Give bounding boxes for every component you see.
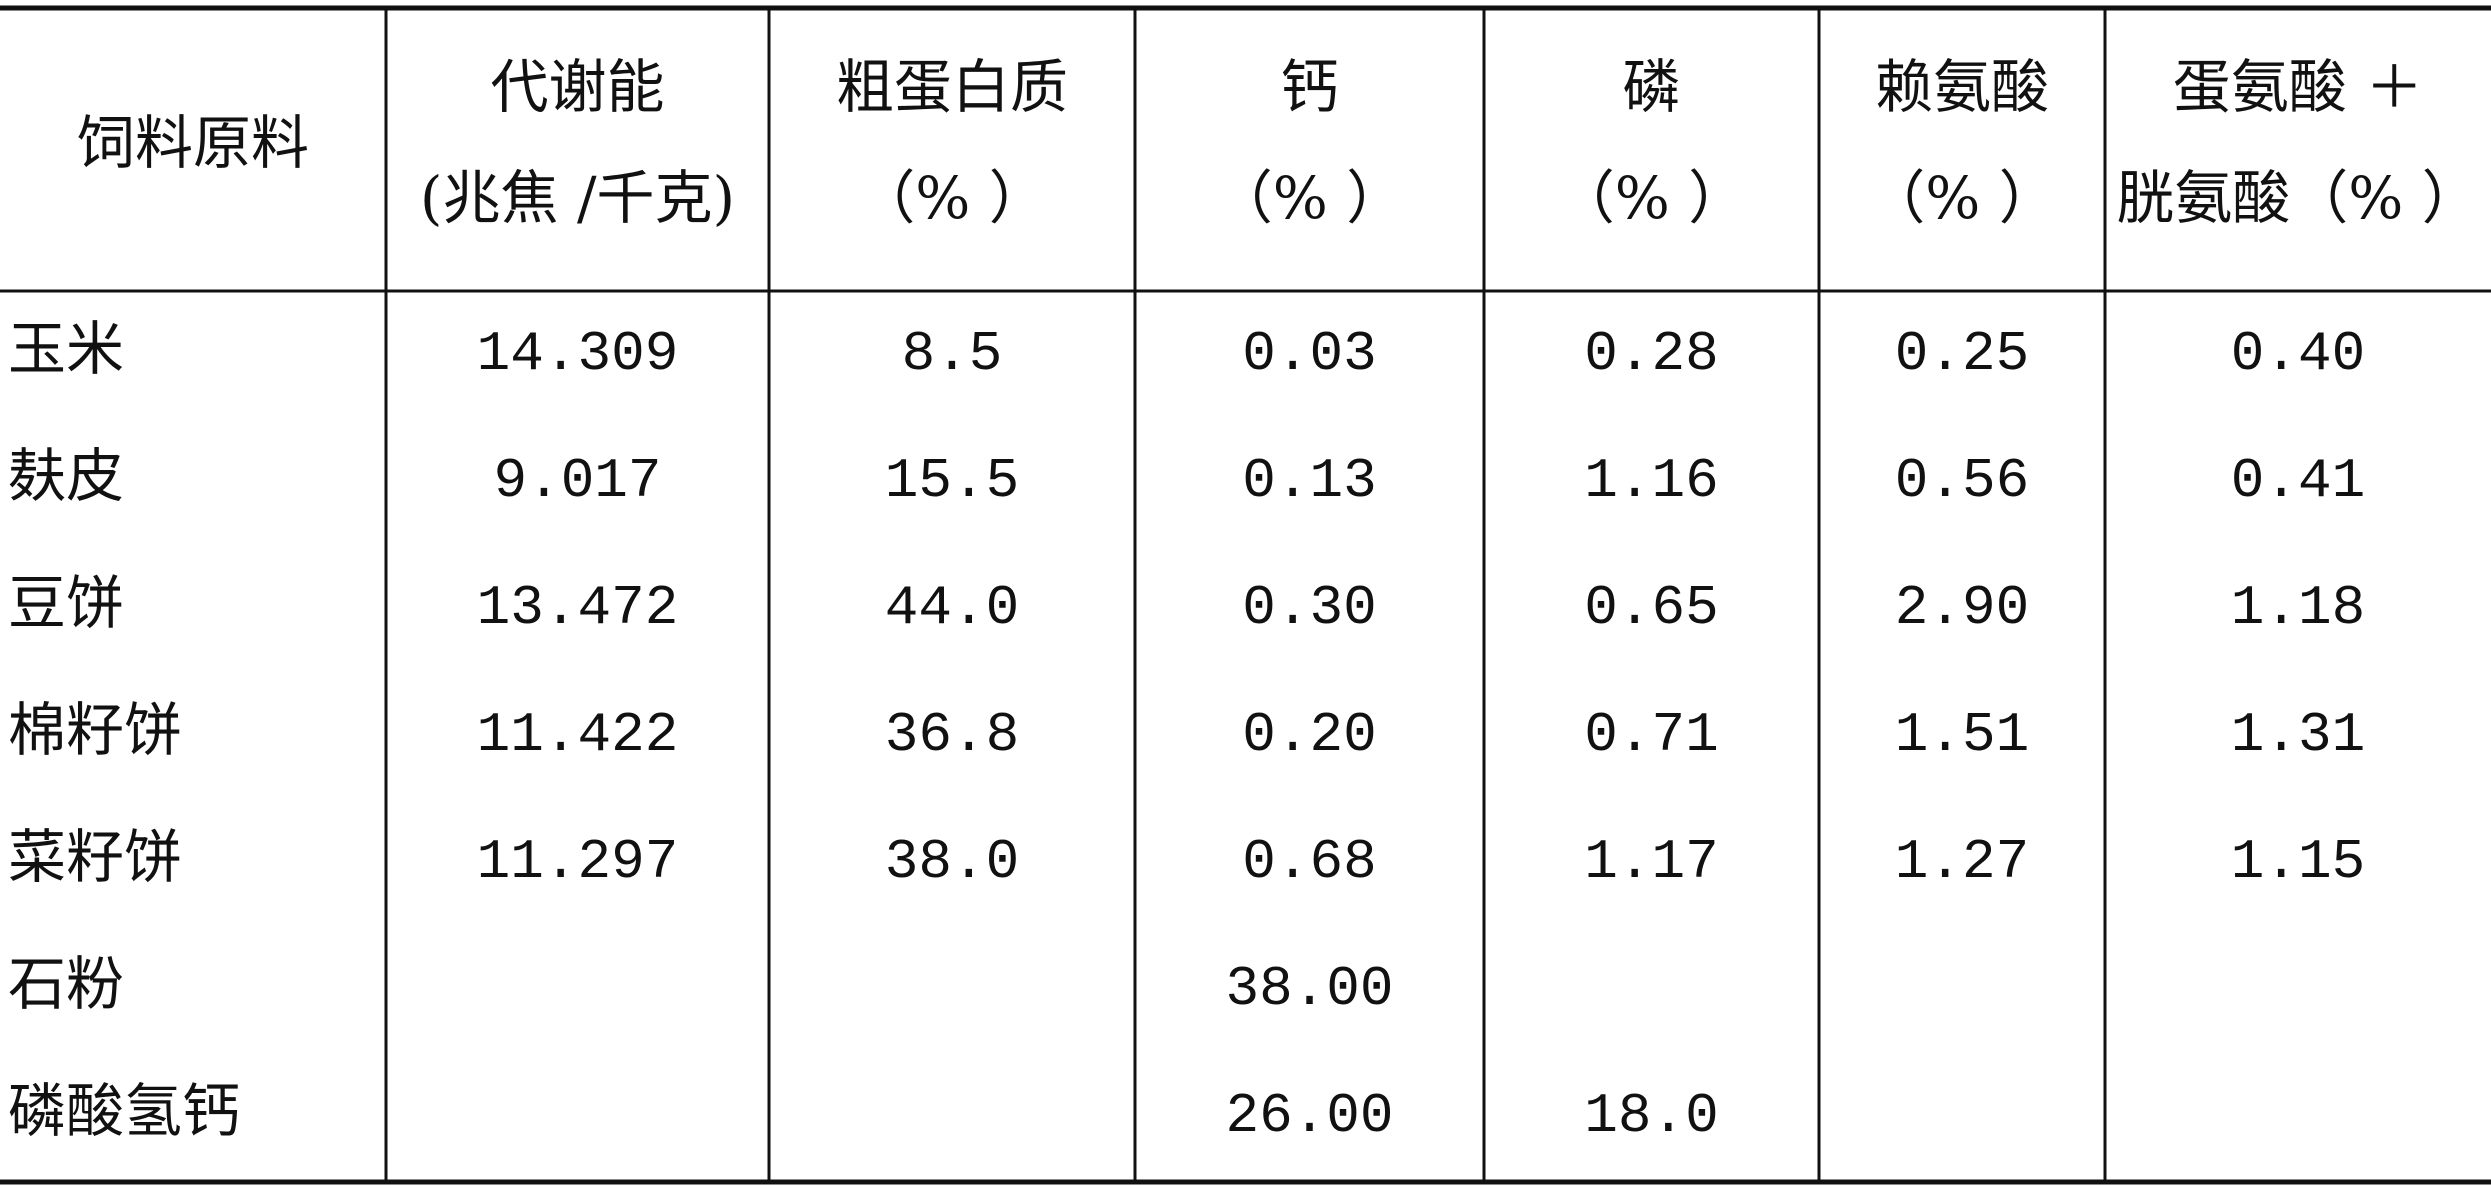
header-cell: （% ）: [1867, 164, 2057, 232]
cell: 0.28: [1584, 322, 1718, 386]
header-cell: （% ）: [857, 164, 1047, 232]
cell: 0.41: [2231, 449, 2365, 513]
cell: 1.31: [2231, 703, 2365, 767]
cell: 1.15: [2231, 830, 2365, 894]
header-cell: 饲料原料: [77, 109, 309, 177]
row-label: 磷酸氢钙: [8, 1077, 240, 1145]
cell: 0.40: [2231, 322, 2365, 386]
row-label: 麸皮: [8, 442, 124, 510]
cell: 18.0: [1584, 1084, 1718, 1148]
header-cell: 代谢能: [490, 53, 664, 121]
cell: 2.90: [1895, 576, 2029, 640]
cell: 13.472: [477, 576, 679, 640]
cell: 0.71: [1584, 703, 1718, 767]
cell: 0.25: [1895, 322, 2029, 386]
row-label: 石粉: [8, 950, 124, 1018]
cell: 0.30: [1242, 576, 1376, 640]
cell: 9.017: [493, 449, 661, 513]
header-cell: 胱氨酸（% ）: [2116, 164, 2480, 232]
cell: 15.5: [885, 449, 1019, 513]
header-cell: (兆焦 /千克): [420, 164, 735, 232]
cell: 0.20: [1242, 703, 1376, 767]
cell: 0.13: [1242, 449, 1376, 513]
cell: 36.8: [885, 703, 1019, 767]
cell: 1.17: [1584, 830, 1718, 894]
cell: 38.00: [1225, 957, 1393, 1021]
cell: 11.422: [477, 703, 679, 767]
cell: 1.16: [1584, 449, 1718, 513]
cell: 26.00: [1225, 1084, 1393, 1148]
cell: 0.65: [1584, 576, 1718, 640]
header-cell: 蛋氨酸 ＋: [2173, 53, 2423, 121]
cell: 1.18: [2231, 576, 2365, 640]
header-cell: （% ）: [1215, 164, 1405, 232]
header-cell: 磷: [1622, 53, 1680, 121]
cell: 8.5: [902, 322, 1003, 386]
header-cell: 赖氨酸: [1875, 53, 2049, 121]
row-label: 棉籽饼: [8, 696, 182, 764]
cell: 1.51: [1895, 703, 2029, 767]
header-cell: （% ）: [1557, 164, 1747, 232]
row-label: 菜籽饼: [8, 823, 182, 891]
header-cell: 粗蛋白质: [836, 53, 1068, 121]
cell: 1.27: [1895, 830, 2029, 894]
cell: 0.68: [1242, 830, 1376, 894]
cell: 0.03: [1242, 322, 1376, 386]
row-label: 豆饼: [8, 569, 124, 637]
header-cell: 钙: [1280, 53, 1338, 121]
column-dividers: [384, 8, 2107, 1182]
cell: 44.0: [885, 576, 1019, 640]
row-label: 玉米: [8, 315, 124, 383]
cell: 14.309: [477, 322, 679, 386]
cell: 11.297: [477, 830, 679, 894]
cell: 0.56: [1895, 449, 2029, 513]
cell: 38.0: [885, 830, 1019, 894]
